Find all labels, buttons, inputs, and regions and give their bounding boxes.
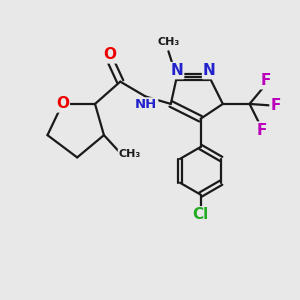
Text: CH₃: CH₃ [119,149,141,160]
Text: NH: NH [135,98,157,111]
Text: F: F [271,98,281,113]
Text: N: N [170,63,183,78]
Text: F: F [261,73,271,88]
Text: O: O [103,47,116,62]
Text: O: O [56,96,69,111]
Text: F: F [256,123,267,138]
Text: N: N [203,63,216,78]
Text: Cl: Cl [192,207,209,222]
Text: CH₃: CH₃ [157,38,180,47]
